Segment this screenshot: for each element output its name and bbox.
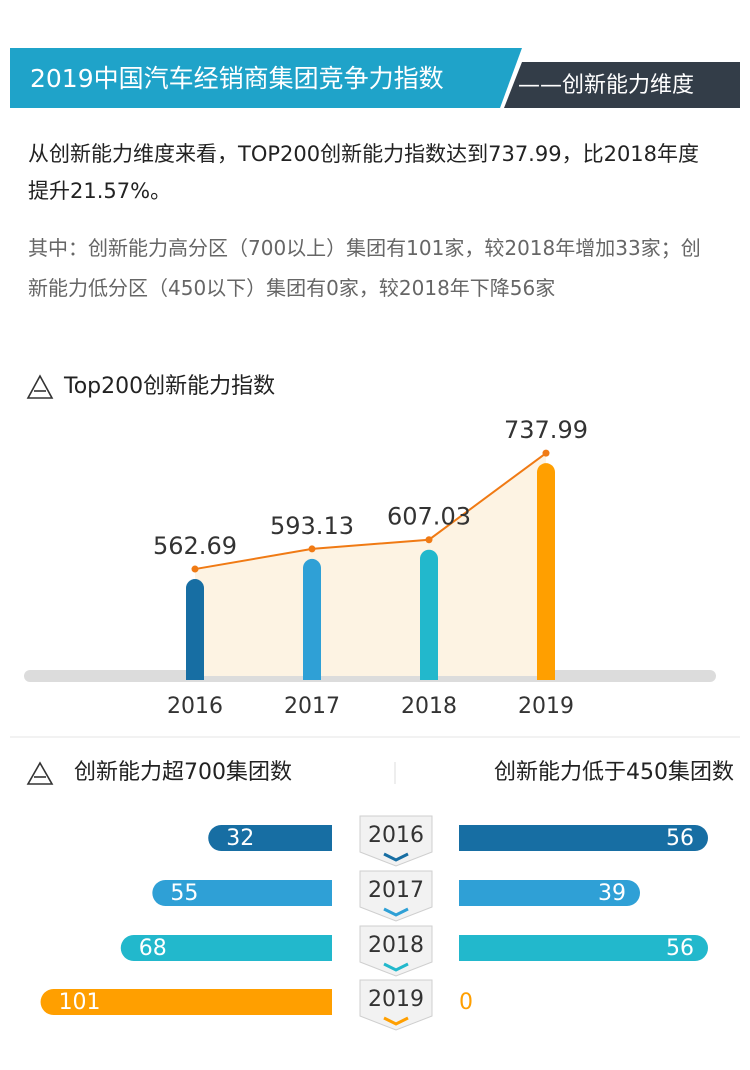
header-title: 2019中国汽车经销商集团竞争力指数: [30, 64, 444, 93]
legend-right: 创新能力低于450集团数: [494, 760, 734, 785]
line-point: [542, 449, 550, 457]
category-label: 2019: [368, 987, 424, 1012]
year-badge: [359, 815, 433, 867]
year-badge: [359, 870, 433, 922]
note: 其中：创新能力高分区（700以上）集团有101家，较2018年增加33家；创新能…: [28, 236, 701, 300]
line-point: [191, 565, 199, 573]
data-label: 562.69: [153, 532, 237, 560]
category-label: 2017: [368, 878, 424, 903]
x-tick-label: 2017: [284, 694, 340, 719]
bar-left: [40, 989, 332, 1015]
data-label: 56: [666, 826, 694, 851]
data-label: 101: [59, 990, 101, 1015]
data-label: 68: [139, 936, 167, 961]
x-tick-label: 2018: [401, 694, 457, 719]
line: [194, 452, 547, 571]
bar: [303, 558, 321, 680]
data-label: 0: [459, 990, 473, 1015]
bar-right: [459, 935, 708, 961]
legend-left: 创新能力超700集团数: [74, 760, 292, 785]
category-label: 2018: [368, 933, 424, 958]
bar-left: [208, 825, 332, 851]
badge-chevron: [383, 852, 409, 862]
category-label: 2016: [368, 823, 424, 848]
badge-chevron: [383, 907, 409, 917]
x-tick-label: 2019: [518, 694, 574, 719]
data-label: 55: [170, 881, 198, 906]
bar: [420, 549, 438, 680]
summary: 从创新能力维度来看，TOP200创新能力指数达到737.99，比2018年度提升…: [28, 142, 700, 203]
data-label: 593.13: [270, 512, 354, 540]
line-point: [425, 536, 433, 544]
data-label: 607.03: [387, 503, 471, 531]
badge-chevron: [383, 962, 409, 972]
data-label: 56: [666, 936, 694, 961]
data-label: 39: [598, 881, 626, 906]
badge-chevron: [383, 1016, 409, 1026]
bar: [537, 463, 555, 680]
header-subtitle: ——创新能力维度: [518, 73, 694, 98]
header-banner: [10, 48, 522, 108]
line-point: [308, 545, 316, 553]
chart-title: Top200创新能力指数: [63, 374, 275, 399]
bar-left: [152, 880, 332, 906]
data-label: 737.99: [504, 416, 588, 444]
bar-left: [120, 935, 332, 961]
icon: [26, 374, 54, 785]
data-label: 32: [226, 826, 254, 851]
year-badge: [359, 925, 433, 977]
year-badge: [359, 979, 433, 1031]
bar-right: [459, 880, 640, 906]
bar: [186, 579, 204, 680]
area: [195, 453, 546, 676]
bar-right: [459, 825, 708, 851]
header-subbanner: [504, 62, 740, 108]
x-tick-label: 2016: [167, 694, 223, 719]
